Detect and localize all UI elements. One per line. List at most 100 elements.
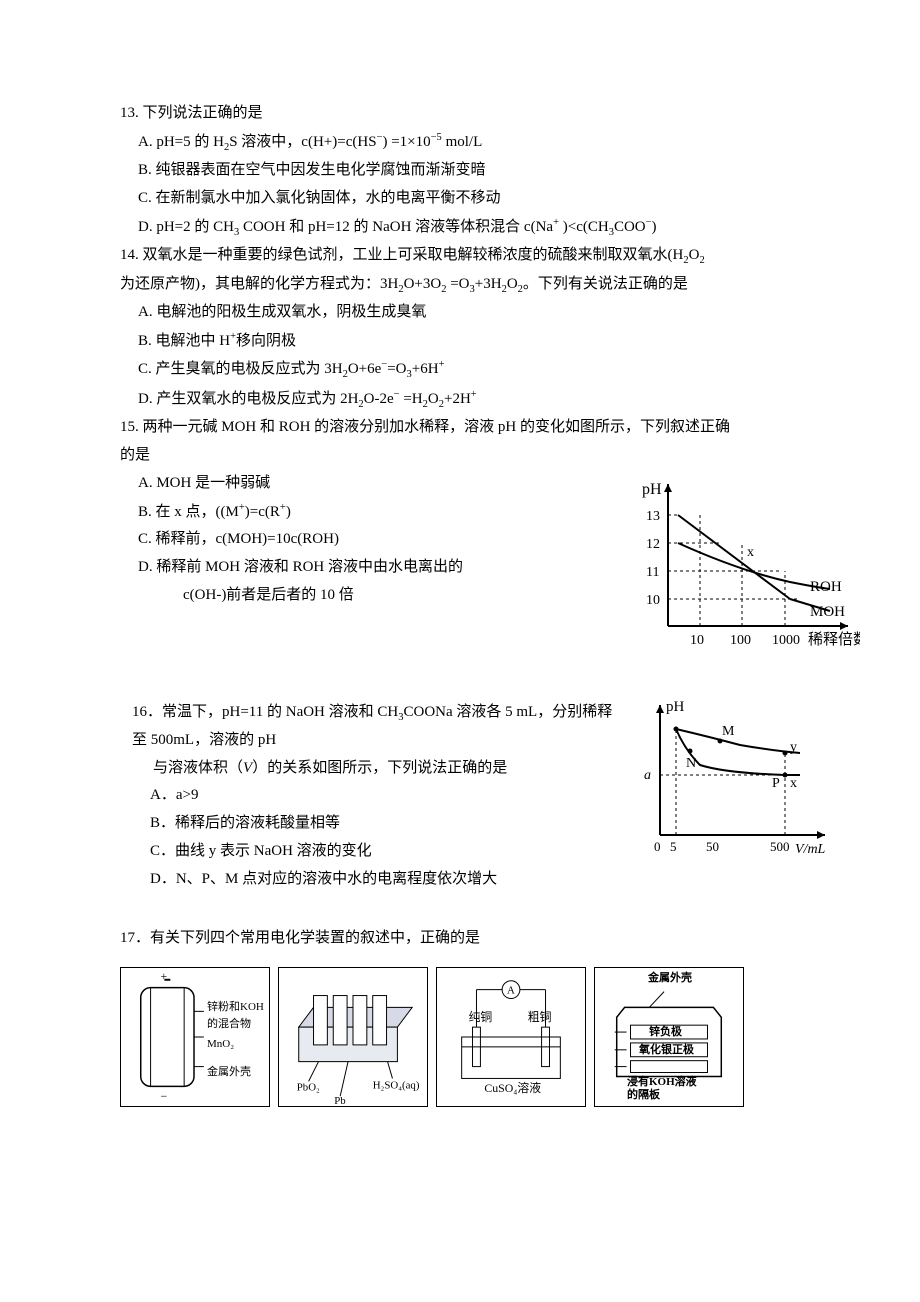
q15-opt-a: A. MOH 是一种弱碱 xyxy=(120,470,622,498)
moh-label: MOH xyxy=(810,604,845,620)
t: V xyxy=(243,760,252,776)
device-4: 金属外壳 锌负极 氧化银正极 浸有KOH溶液 的隔板 xyxy=(594,967,744,1107)
t: O-2e xyxy=(364,391,394,407)
q15-stem-l1: 15. 两种一元碱 MOH 和 ROH 的溶液分别加水稀释，溶液 pH 的变化如… xyxy=(120,414,800,442)
t: 16．常温下，pH=11 的 NaOH 溶液和 CH xyxy=(132,704,398,720)
pt: M xyxy=(722,724,735,739)
yt: 12 xyxy=(646,537,660,552)
t: =H xyxy=(400,391,423,407)
q15-opt-d1: D. 稀释前 MOH 溶液和 ROH 溶液中由水电离出的 xyxy=(120,554,622,582)
t: O xyxy=(689,247,700,263)
t: CuSO₄溶液 xyxy=(484,1081,541,1095)
q13-opt-a: A. pH=5 的 H2S 溶液中，c(H+)=c(HS−) =1×10−5 m… xyxy=(120,128,800,157)
sup: −5 xyxy=(431,132,442,143)
q15-row: A. MOH 是一种弱碱 B. 在 x 点，((M+)=c(R+) C. 稀释前… xyxy=(120,470,800,667)
t: 的隔板 xyxy=(627,1089,660,1101)
q16-opt-b: B．稀释后的溶液耗酸量相等 xyxy=(132,810,622,838)
t: O xyxy=(507,276,518,292)
q16-stem-l1: 16．常温下，pH=11 的 NaOH 溶液和 CH3COONa 溶液各 5 m… xyxy=(132,699,622,755)
q15-opt-b: B. 在 x 点，((M+)=c(R+) xyxy=(120,498,622,527)
t: ) xyxy=(652,219,657,235)
t: 纯铜 xyxy=(469,1010,493,1024)
t: 14. 双氧水是一种重要的绿色试剂，工业上可采取电解较稀浓度的硫酸来制取双氧水(… xyxy=(120,247,683,263)
ylabel: pH xyxy=(666,699,685,715)
t: mol/L xyxy=(442,134,482,150)
exam-page: 13. 下列说法正确的是 A. pH=5 的 H2S 溶液中，c(H+)=c(H… xyxy=(0,0,920,1167)
q15-chart: pH 10 11 12 13 10 100 1000 稀释倍数 xyxy=(630,476,860,667)
xlabel: 稀释倍数 xyxy=(808,631,860,648)
t: MnO₂ xyxy=(207,1037,264,1051)
q16-stem-l2: 与溶液体积（V）的关系如图所示，下列说法正确的是 xyxy=(132,755,622,783)
t: 氧化银正极 xyxy=(639,1044,694,1057)
q13-opt-d: D. pH=2 的 CH3 COOH 和 pH=12 的 NaOH 溶液等体积混… xyxy=(120,213,800,242)
t: 的混合物 xyxy=(207,1017,264,1031)
q15-opt-c: C. 稀释前，c(MOH)=10c(ROH) xyxy=(120,526,622,554)
xt: 0 xyxy=(654,839,661,854)
t: S 溶液中，c(H+)=c(HS xyxy=(229,134,376,150)
t: 锌负极 xyxy=(649,1026,682,1039)
t: ) =1×10 xyxy=(382,134,430,150)
q17-stem: 17．有关下列四个常用电化学装置的叙述中，正确的是 xyxy=(120,925,800,953)
roh-label: ROH xyxy=(810,579,842,595)
xlabel: V/mL xyxy=(795,842,826,857)
xt: 5 xyxy=(670,839,677,854)
t: 金属外壳 xyxy=(595,972,745,985)
t: +2H xyxy=(444,391,471,407)
yt: 10 xyxy=(646,593,660,608)
t: O xyxy=(428,391,439,407)
sub: 2 xyxy=(699,255,704,266)
t: A xyxy=(507,985,515,997)
t: 锌粉和KOH xyxy=(207,1000,264,1014)
t: +6H xyxy=(412,361,439,377)
alabel: a xyxy=(644,768,651,783)
q16-row: 16．常温下，pH=11 的 NaOH 溶液和 CH3COONa 溶液各 5 m… xyxy=(120,699,800,894)
t: H₂SO₄(aq) xyxy=(373,1080,420,1092)
t: 与溶液体积（ xyxy=(153,760,243,776)
ylabel: pH xyxy=(642,481,662,498)
t: COOH 和 pH=12 的 NaOH 溶液等体积混合 c(Na xyxy=(239,219,553,235)
q14-opt-a: A. 电解池的阳极生成双氧水，阴极生成臭氧 xyxy=(120,299,800,327)
q16-opt-c: C．曲线 y 表示 NaOH 溶液的变化 xyxy=(132,838,622,866)
q14-opt-d: D. 产生双氧水的电极反应式为 2H2O-2e− =H2O2+2H+ xyxy=(120,385,800,414)
pt: x xyxy=(790,776,797,791)
t: A. pH=5 的 H xyxy=(138,134,224,150)
device-3: A 纯铜 粗铜 CuSO₄溶液 xyxy=(436,967,586,1107)
t: B. 电解池中 H xyxy=(138,333,230,349)
t: C. 产生臭氧的电极反应式为 3H xyxy=(138,361,343,377)
q16-opt-a: A．a>9 xyxy=(132,782,622,810)
t: O+6e xyxy=(348,361,381,377)
q13-opt-b: B. 纯银器表面在空气中因发生电化学腐蚀而渐渐变暗 xyxy=(120,157,800,185)
t: ) xyxy=(286,504,291,520)
t: 为还原产物)，其电解的化学方程式为：3H xyxy=(120,276,398,292)
q16-chart: pH V/mL a 0 5 50 500 xyxy=(630,695,840,876)
t: D. pH=2 的 CH xyxy=(138,219,234,235)
q15-opt-d2: c(OH-)前者是后者的 10 倍 xyxy=(120,582,622,610)
q16-opt-d: D．N、P、M 点对应的溶液中水的电离程度依次增大 xyxy=(132,866,622,894)
t: +3H xyxy=(475,276,502,292)
pt: y xyxy=(790,740,797,755)
t: PbO₂ xyxy=(297,1081,320,1093)
svg-text:−: − xyxy=(160,1089,167,1103)
q14-opt-c: C. 产生臭氧的电极反应式为 3H2O+6e−=O3+6H+ xyxy=(120,355,800,384)
q13-stem: 13. 下列说法正确的是 xyxy=(120,100,800,128)
yt: 13 xyxy=(646,509,660,524)
xt: 500 xyxy=(770,839,790,854)
svg-text:+: + xyxy=(160,969,167,983)
xt: 100 xyxy=(730,633,751,648)
pt: P xyxy=(772,776,780,791)
device-1: + − 锌粉和KOH 的混合物 MnO₂ 金属外壳 xyxy=(120,967,270,1107)
t: 移向阴极 xyxy=(236,333,296,349)
t: ）的关系如图所示，下列说法正确的是 xyxy=(252,760,507,776)
t: )=c(R xyxy=(245,504,280,520)
q14-stem-l2: 为还原产物)，其电解的化学方程式为：3H2O+3O2 =O3+3H2O2。下列有… xyxy=(120,271,800,299)
t: COO xyxy=(614,219,646,235)
t: D. 产生双氧水的电极反应式为 2H xyxy=(138,391,358,407)
q17-devices: + − 锌粉和KOH 的混合物 MnO₂ 金属外壳 xyxy=(120,967,800,1107)
q15-options: A. MOH 是一种弱碱 B. 在 x 点，((M+)=c(R+) C. 稀释前… xyxy=(120,470,622,610)
t: 。下列有关说法正确的是 xyxy=(523,276,688,292)
q13-opt-c: C. 在新制氯水中加入氯化钠固体，水的电离平衡不移动 xyxy=(120,185,800,213)
q14-stem-l1: 14. 双氧水是一种重要的绿色试剂，工业上可采取电解较稀浓度的硫酸来制取双氧水(… xyxy=(120,242,800,270)
t: 粗铜 xyxy=(528,1010,552,1024)
t: B. 在 x 点，((M xyxy=(138,504,239,520)
t: )<c(CH xyxy=(559,219,609,235)
